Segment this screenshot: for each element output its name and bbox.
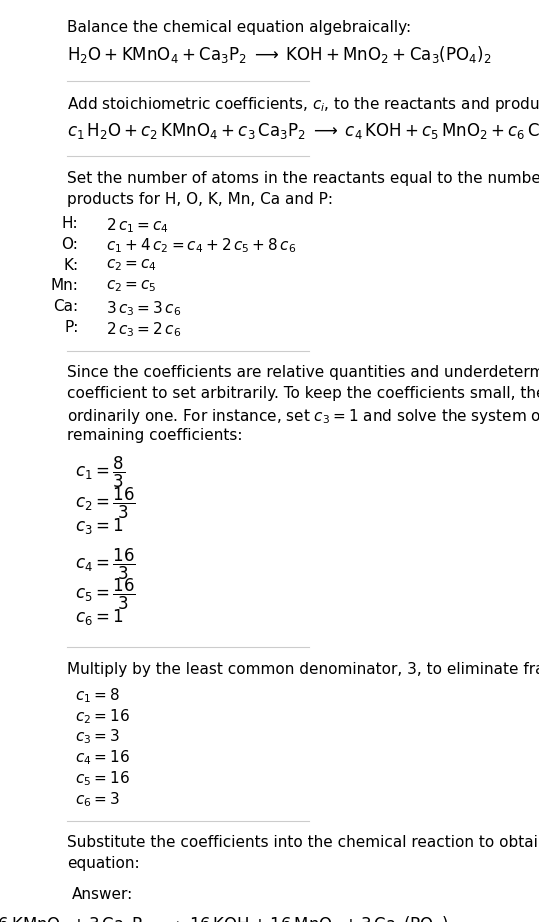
Text: Multiply by the least common denominator, 3, to eliminate fractional coefficient: Multiply by the least common denominator… <box>67 662 539 677</box>
Text: $c_1 = \dfrac{8}{3}$: $c_1 = \dfrac{8}{3}$ <box>74 455 125 491</box>
Text: $c_1 + 4\,c_2 = c_4 + 2\,c_5 + 8\,c_6$: $c_1 + 4\,c_2 = c_4 + 2\,c_5 + 8\,c_6$ <box>106 237 296 255</box>
Text: $c_6 = 3$: $c_6 = 3$ <box>74 790 120 809</box>
Text: remaining coefficients:: remaining coefficients: <box>67 428 243 443</box>
Text: O:: O: <box>61 237 79 252</box>
Text: $c_4 = 16$: $c_4 = 16$ <box>74 749 129 767</box>
Text: Since the coefficients are relative quantities and underdetermined, choose a: Since the coefficients are relative quan… <box>67 365 539 380</box>
Text: equation:: equation: <box>67 856 140 871</box>
Text: H:: H: <box>62 216 79 230</box>
Text: K:: K: <box>63 257 79 273</box>
Text: Set the number of atoms in the reactants equal to the number of atoms in the: Set the number of atoms in the reactants… <box>67 171 539 186</box>
Text: Substitute the coefficients into the chemical reaction to obtain the balanced: Substitute the coefficients into the che… <box>67 835 539 850</box>
Text: $c_5 = 16$: $c_5 = 16$ <box>74 770 129 788</box>
Text: Mn:: Mn: <box>51 278 79 293</box>
Text: $\mathregular{H_2O + KMnO_4 + Ca_3P_2}$$\;\longrightarrow\;$$\mathregular{KOH + : $\mathregular{H_2O + KMnO_4 + Ca_3P_2}$$… <box>67 44 492 65</box>
Text: P:: P: <box>64 320 79 335</box>
Text: $c_2 = c_5$: $c_2 = c_5$ <box>106 278 156 294</box>
Text: products for H, O, K, Mn, Ca and P:: products for H, O, K, Mn, Ca and P: <box>67 192 333 207</box>
Text: $2\,c_1 = c_4$: $2\,c_1 = c_4$ <box>106 216 169 234</box>
Text: $c_5 = \dfrac{16}{3}$: $c_5 = \dfrac{16}{3}$ <box>74 577 135 612</box>
Text: Balance the chemical equation algebraically:: Balance the chemical equation algebraica… <box>67 20 411 35</box>
Text: $c_4 = \dfrac{16}{3}$: $c_4 = \dfrac{16}{3}$ <box>74 547 135 582</box>
FancyBboxPatch shape <box>61 872 314 922</box>
Text: $c_1 = 8$: $c_1 = 8$ <box>74 686 120 704</box>
Text: $c_2 = 16$: $c_2 = 16$ <box>74 707 129 726</box>
Text: $3\,c_3 = 3\,c_6$: $3\,c_3 = 3\,c_6$ <box>106 300 181 318</box>
Text: ordinarily one. For instance, set $c_3 = 1$ and solve the system of equations fo: ordinarily one. For instance, set $c_3 =… <box>67 407 539 426</box>
Text: $c_2 = \dfrac{16}{3}$: $c_2 = \dfrac{16}{3}$ <box>74 485 135 521</box>
Text: $c_3 = 3$: $c_3 = 3$ <box>74 727 120 747</box>
Text: $c_2 = c_4$: $c_2 = c_4$ <box>106 257 156 273</box>
Text: coefficient to set arbitrarily. To keep the coefficients small, the arbitrary va: coefficient to set arbitrarily. To keep … <box>67 386 539 401</box>
Text: $c_6 = 1$: $c_6 = 1$ <box>74 608 123 627</box>
Text: $8\,\mathregular{H_2O} + 16\,\mathregular{KMnO_4} + 3\,\mathregular{Ca_3P_2}$$\;: $8\,\mathregular{H_2O} + 16\,\mathregula… <box>0 914 456 922</box>
Text: Ca:: Ca: <box>53 300 79 314</box>
Text: $c_3 = 1$: $c_3 = 1$ <box>74 516 123 536</box>
Text: Answer:: Answer: <box>72 887 133 902</box>
Text: $2\,c_3 = 2\,c_6$: $2\,c_3 = 2\,c_6$ <box>106 320 181 338</box>
Text: $c_1\,\mathregular{H_2O} + c_2\,\mathregular{KMnO_4} + c_3\,\mathregular{Ca_3P_2: $c_1\,\mathregular{H_2O} + c_2\,\mathreg… <box>67 120 539 140</box>
Text: Add stoichiometric coefficients, $c_i$, to the reactants and products:: Add stoichiometric coefficients, $c_i$, … <box>67 96 539 114</box>
